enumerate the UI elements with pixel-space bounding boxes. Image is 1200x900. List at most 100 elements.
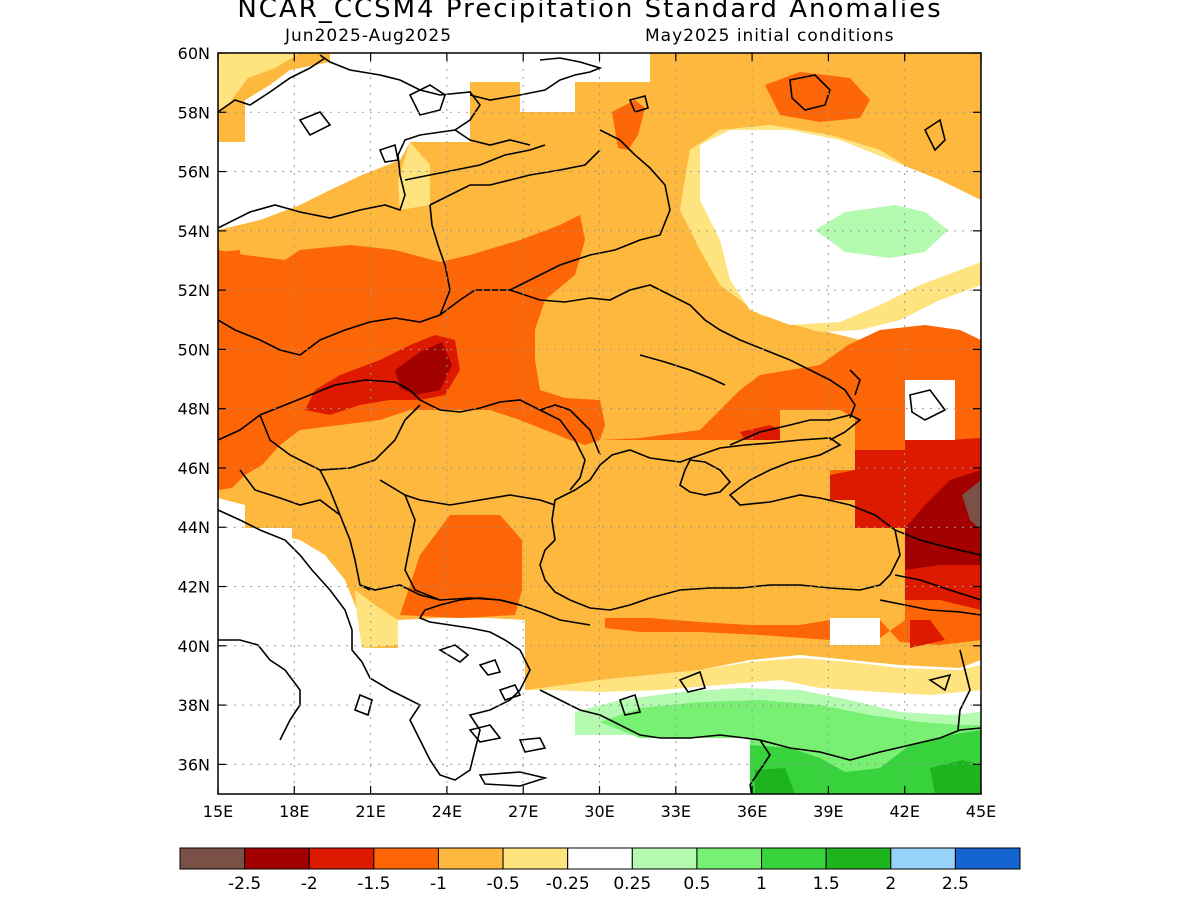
lat-tick-label: 42N [178,578,210,597]
legend-swatch [244,847,310,870]
legend-label: -1 [430,874,447,894]
border-poland-east [429,204,451,316]
lat-tick-label: 38N [178,696,210,715]
chart-title: NCAR_CCSM4 Precipitation Standard Anomal… [237,0,943,24]
anomaly-region-very-strong-dry [830,438,981,610]
anomaly-region-slight-dry [398,142,430,210]
lon-tick-label: 36E [737,802,767,821]
lat-tick-label: 60N [178,44,210,63]
italy-coast [218,639,301,741]
gulf-of-finland-coast [469,57,603,101]
border-carpathian [218,379,586,491]
border-caucasus [879,529,981,616]
anomaly-region-strong-dry [218,250,242,276]
legend-swatch [308,847,375,870]
crimea-coast [679,459,732,496]
border-croatia [239,469,341,516]
anomaly-region-neutral [905,380,955,440]
anomaly-region-strong-dry [600,325,981,450]
lon-tick-label: 42E [889,802,919,821]
legend-label: 0.25 [613,874,651,894]
lon-tick-label: 21E [355,802,385,821]
lon-tick-label: 33E [661,802,691,821]
lat-tick-label: 58N [178,103,210,122]
axis-ticks [217,52,982,794]
legend-swatch [502,847,569,870]
lon-tick-label: 27E [508,802,538,821]
lon-tick-label: 15E [203,802,233,821]
lat-tick-label: 46N [178,459,210,478]
anomaly-region-wet [750,730,981,794]
legend-swatch [567,847,633,870]
baltic-islands [298,84,446,163]
legend-swatch [890,847,956,870]
scandinavia-coast [218,57,326,113]
anomaly-region-strong-wet [755,768,795,794]
legend-label: 1 [756,874,767,894]
border-greece-north [359,584,441,601]
lat-tick-label: 52N [178,281,210,300]
legend-swatch [954,847,1021,870]
lat-tick-label: 40N [178,637,210,656]
lon-tick-label: 24E [432,802,462,821]
anomaly-region-severe-dry [962,480,981,530]
aegean-islands [353,644,952,787]
caspian-volga-rivers [639,354,861,396]
anomaly-region-neutral [218,498,575,794]
anomaly-region-slight-dry [218,53,300,110]
lat-tick-label: 56N [178,163,210,182]
border-bulgaria [404,494,521,606]
anomaly-region-neutral [830,618,880,645]
lat-tick-label: 36N [178,755,210,774]
border-hungary [259,404,421,471]
anomaly-region-slight-wet [815,205,948,258]
lon-tick-label: 30E [584,802,614,821]
legend-swatch [373,847,439,870]
anomaly-region-slight-dry [525,658,981,695]
graticule [218,53,981,794]
lat-tick-label: 48N [178,400,210,419]
legend-label: -0.5 [486,874,519,894]
border-romania-moldova [539,404,601,456]
legend-swatch [696,847,763,870]
legend-swatch [179,847,246,870]
border-belarus-east [509,129,671,291]
border-poland-germany [218,319,301,356]
legend-label: 1.5 [813,874,840,894]
axis-labels: 15E 18E 21E 24E 27E 30E 33E 36E 39E 42E 45E 36N 38N 4… [178,44,997,821]
black-sea-coast [539,437,901,611]
turkey-south-coast [539,689,771,794]
lon-tick-label: 39E [813,802,843,821]
legend-label: -2 [301,874,318,894]
legend-label: -2.5 [228,874,261,894]
anomaly-region-moderate-dry [218,53,981,690]
initial-conditions: May2025 initial conditions [645,26,895,46]
lat-tick-label: 44N [178,518,210,537]
coastlines-borders [218,54,981,794]
legend-label: 2.5 [942,874,969,894]
border-romania-bulgaria [379,479,556,506]
color-legend: -2.5 -2 -1.5 -1 -0.5 -0.25 0.25 0.5 1 1.5 2 2.5 [179,847,1021,894]
azov-coast [729,414,862,446]
lat-tick-label: 50N [178,340,210,359]
anomaly-shading [218,53,981,794]
border-baltics [404,129,546,181]
lat-tick-label: 54N [178,222,210,241]
lon-tick-label: 18E [279,802,309,821]
legend-swatch [631,847,698,870]
anomaly-region-strong-dry [612,100,645,150]
legend-label: 2 [885,874,896,894]
legend-label: -0.25 [546,874,590,894]
baltic-coast [218,54,481,229]
lon-tick-label: 45E [966,802,996,821]
ladoga-lake [628,74,947,421]
legend-swatch [761,847,827,870]
border-turkey-syria [759,727,981,761]
anomaly-region-strong-wet [930,760,981,794]
legend-label: 0.5 [683,874,710,894]
legend-swatch [825,847,892,870]
border-belarus-north [429,149,601,206]
anomaly-region-slight-dry [355,590,398,648]
anomaly-region-strong-dry [400,515,522,618]
